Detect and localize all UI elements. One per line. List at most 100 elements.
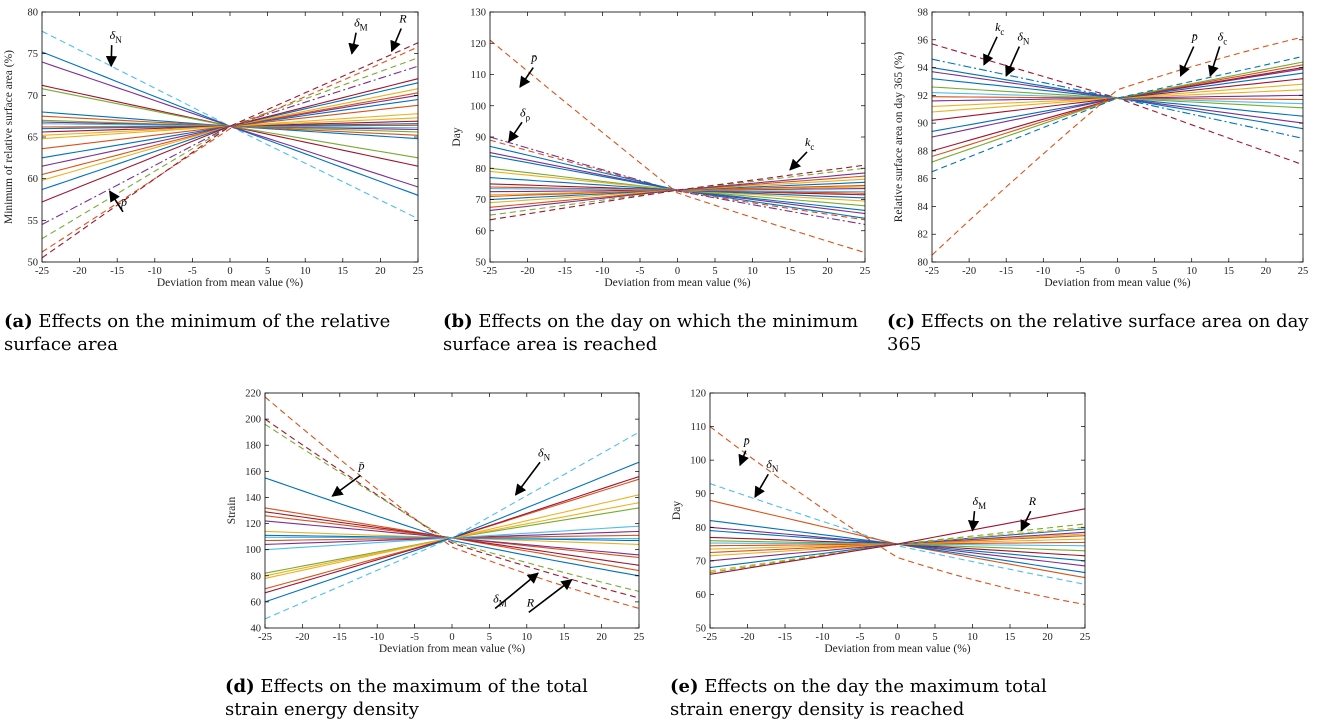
y-tick-label: 120 [470, 39, 486, 50]
y-tick-label: 84 [918, 202, 929, 213]
annotation-arrow [738, 450, 749, 467]
y-tick-label: 92 [918, 91, 929, 102]
x-tick-label: 25 [634, 632, 645, 643]
x-tick-label: 15 [338, 266, 349, 277]
x-tick-label: 0 [895, 632, 900, 643]
x-tick-label: 0 [1115, 266, 1120, 277]
series-line-e-1 [709, 483, 1086, 585]
x-tick-label: 10 [967, 632, 978, 643]
annotation-label: δM [493, 592, 507, 609]
annotation-arrow [1208, 46, 1221, 77]
y-tick-label: 60 [696, 590, 707, 601]
y-tick-label: 220 [245, 389, 261, 400]
y-axis-label: Day [451, 127, 463, 146]
series-line-c-1 [931, 58, 1304, 139]
x-tick-label: 20 [1042, 632, 1053, 643]
y-tick-label: 50 [696, 624, 707, 635]
annotation-arrow [1179, 46, 1195, 77]
x-tick-label: -15 [558, 266, 572, 277]
annotation-arrow [508, 121, 523, 143]
caption-c: (c) Effects on the relative surface area… [887, 310, 1317, 356]
caption-a-tag: (a) [4, 311, 33, 332]
y-tick-label: 40 [251, 624, 262, 635]
x-tick-label: 20 [596, 632, 607, 643]
caption-e: (e) Effects on the day the maximum total… [670, 675, 1090, 721]
y-tick-label: 130 [470, 8, 486, 19]
series-line-b-20 [489, 164, 866, 221]
y-tick-label: 55 [28, 216, 39, 227]
series-line-c-16 [931, 61, 1304, 163]
annotation-label: δN [766, 457, 779, 474]
x-tick-label: -20 [73, 266, 87, 277]
series-line-a-23 [41, 57, 419, 240]
annotation-arrow [967, 511, 980, 532]
annotation-arrow [514, 461, 541, 496]
caption-e-text: Effects on the day the maximum total str… [670, 676, 1047, 720]
x-tick-label: -20 [521, 266, 535, 277]
annotation-arrow [109, 190, 124, 213]
annotation-arrow [789, 151, 808, 171]
x-axis-label: Deviation from mean value (%) [379, 643, 525, 655]
x-tick-label: -15 [778, 632, 792, 643]
annotation-label: p̄ [530, 51, 537, 65]
annotation-arrow [348, 32, 360, 55]
x-tick-label: -10 [370, 632, 384, 643]
y-tick-label: 90 [476, 133, 487, 144]
series-line-e-15 [709, 526, 1086, 572]
x-tick-label: -25 [258, 632, 272, 643]
plot-frame [41, 11, 419, 263]
y-tick-label: 100 [690, 456, 706, 467]
y-tick-label: 82 [918, 230, 929, 241]
chart-c: -25 -20 -15 -10 -5 0 5 10 15 20 25 80 82 84 86 88 90 92 94… [893, 8, 1309, 290]
x-tick-label: 25 [413, 266, 424, 277]
y-tick-label: 160 [245, 467, 261, 478]
caption-b: (b) Effects on the day on which the mini… [443, 310, 863, 356]
y-tick-label: 50 [476, 258, 487, 269]
x-tick-label: -5 [1076, 266, 1085, 277]
y-tick-label: 80 [251, 571, 262, 582]
annotation-label: δN [538, 445, 551, 462]
y-tick-label: 70 [696, 556, 707, 567]
x-tick-label: 25 [1298, 266, 1309, 277]
x-tick-label: -15 [999, 266, 1013, 277]
y-tick-label: 80 [476, 164, 487, 175]
x-tick-label: -5 [636, 266, 645, 277]
annotation-label: R [526, 595, 535, 609]
x-tick-label: 15 [1005, 632, 1016, 643]
plot-frame [264, 392, 640, 629]
x-tick-label: -5 [410, 632, 419, 643]
chart-d: -25 -20 -15 -10 -5 0 5 10 15 20 25 40 60 80 100 120 140 1… [226, 389, 645, 656]
x-tick-label: 20 [375, 266, 386, 277]
y-tick-label: 50 [28, 258, 39, 269]
y-tick-label: 80 [918, 258, 929, 269]
series-line-a-22 [41, 65, 419, 225]
x-tick-label: 5 [265, 266, 270, 277]
x-tick-label: 25 [1080, 632, 1091, 643]
x-tick-label: -5 [188, 266, 197, 277]
y-axis-label: Minimum of relative surface area (%) [3, 50, 15, 224]
annotation-arrow [983, 36, 998, 66]
annotation-label: p̄ [1191, 30, 1198, 44]
annotation-label: p̄ [358, 458, 365, 472]
y-tick-label: 120 [245, 519, 261, 530]
series-line-b-19 [489, 167, 866, 216]
x-tick-label: -25 [925, 266, 939, 277]
x-tick-label: -15 [110, 266, 124, 277]
series-line-c-18 [931, 36, 1304, 256]
x-tick-label: -10 [816, 632, 830, 643]
x-tick-label: 15 [785, 266, 796, 277]
caption-d: (d) Effects on the maximum of the total … [225, 675, 645, 721]
y-tick-label: 65 [28, 133, 39, 144]
y-tick-label: 200 [245, 415, 261, 426]
x-tick-label: -25 [35, 266, 49, 277]
annotation-label: kc [995, 20, 1004, 37]
x-tick-label: -25 [703, 632, 717, 643]
y-tick-label: 86 [918, 174, 929, 185]
caption-c-text: Effects on the relative surface area on … [887, 311, 1309, 355]
x-axis-label: Deviation from mean value (%) [824, 643, 970, 655]
y-axis-label: Day [671, 501, 683, 520]
x-tick-label: -10 [1036, 266, 1050, 277]
y-tick-label: 90 [696, 489, 707, 500]
chart-e: -25 -20 -15 -10 -5 0 5 10 15 20 25 50 60 70 80 90 100 110… [671, 389, 1091, 656]
caption-a-text: Effects on the minimum of the relative s… [4, 311, 391, 355]
